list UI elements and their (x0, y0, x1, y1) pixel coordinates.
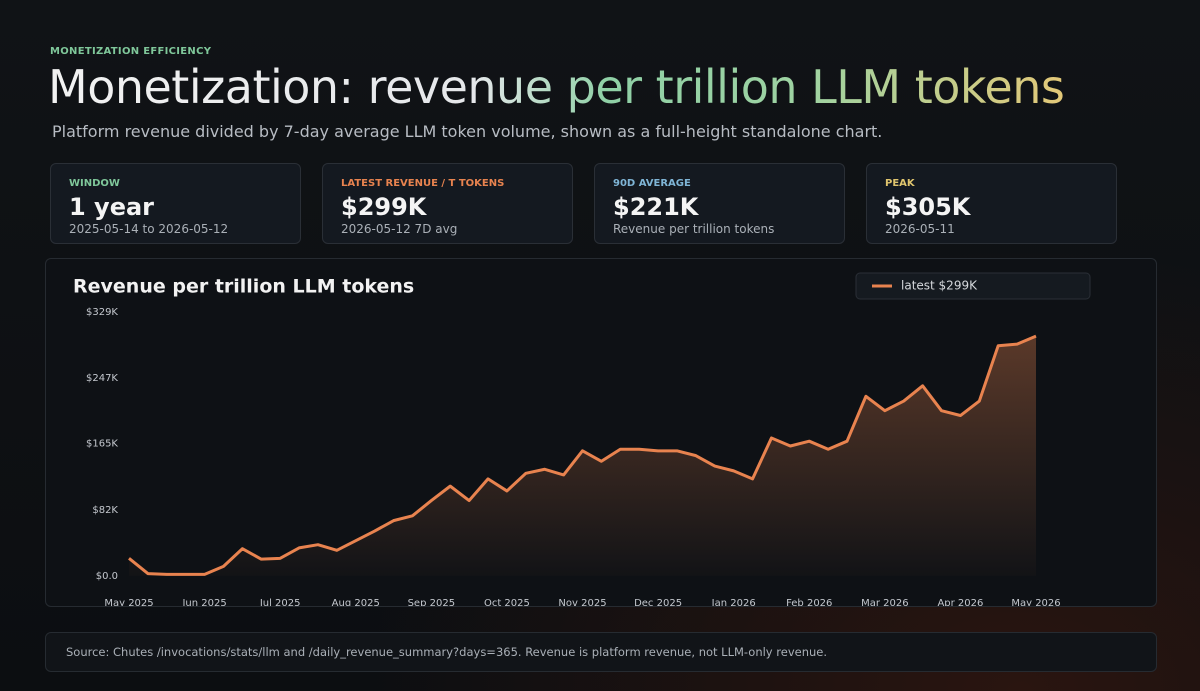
x-tick-label: Dec 2025 (634, 598, 682, 606)
card-value: $305K (885, 193, 971, 221)
x-tick-label: Aug 2025 (332, 598, 380, 606)
x-tick-label: Jan 2026 (711, 598, 756, 606)
chart: Revenue per trillion LLM tokens $0.0 $82K… (73, 272, 1091, 609)
x-tick-label: Jul 2025 (259, 598, 301, 606)
legend-box (855, 272, 1091, 300)
y-tick-label: $0.0 (96, 571, 118, 582)
card-value: $221K (613, 193, 699, 221)
y-tick-label: $329K (86, 307, 118, 318)
card-sub: Revenue per trillion tokens (613, 222, 775, 236)
card-value: $299K (341, 193, 427, 221)
card-sub: 2025-05-14 to 2026-05-12 (69, 222, 229, 236)
card-sub: 2026-05-11 (885, 222, 955, 236)
stat-card: LATEST REVENUE / T TOKENS $299K 2026-05-12… (322, 163, 573, 244)
x-tick-label: May 2026 (1011, 598, 1060, 606)
x-tick-label: Oct 2025 (484, 598, 530, 606)
stat-card: PEAK $305K 2026-05-11 (866, 163, 1117, 244)
card-label: WINDOW (69, 178, 120, 189)
card-label: LATEST REVENUE / T TOKENS (341, 178, 505, 189)
x-tick-label: Mar 2026 (861, 598, 909, 606)
stat-card: 90D AVERAGE $221K Revenue per trillion tok… (594, 163, 845, 244)
card-value: 1 year (69, 193, 155, 221)
page-title: Monetization: revenue per trillion LLM t… (48, 60, 1065, 114)
legend-label: latest $299K (901, 279, 978, 293)
subtitle: Platform revenue divided by 7-day averag… (52, 122, 883, 141)
x-tick-label: May 2025 (104, 598, 153, 606)
card-label: 90D AVERAGE (613, 178, 691, 189)
chart-panel: Revenue per trillion LLM tokens $0.0 $82K… (45, 258, 1157, 609)
line (128, 334, 1037, 576)
x-tick-label: Nov 2025 (558, 598, 606, 606)
x-tick-label: Jun 2025 (181, 598, 226, 606)
y-tick-label: $247K (86, 373, 118, 384)
eyebrow: MONETIZATION EFFICIENCY (50, 46, 212, 57)
card-label: PEAK (885, 178, 915, 189)
chart-title: Revenue per trillion LLM tokens (73, 276, 414, 298)
footer: Source: Chutes /invocations/stats/llm an… (45, 632, 1157, 672)
y-tick-label: $165K (86, 439, 118, 450)
x-tick-label: Apr 2026 (937, 598, 983, 606)
x-tick-label: Sep 2025 (408, 598, 455, 606)
area (129, 336, 1036, 576)
stat-card: WINDOW 1 year 2025-05-14 to 2026-05-12 (50, 163, 301, 244)
card-sub: 2026-05-12 7D avg (341, 222, 458, 236)
y-tick-label: $82K (92, 505, 118, 516)
x-tick-label: Feb 2026 (786, 598, 832, 606)
